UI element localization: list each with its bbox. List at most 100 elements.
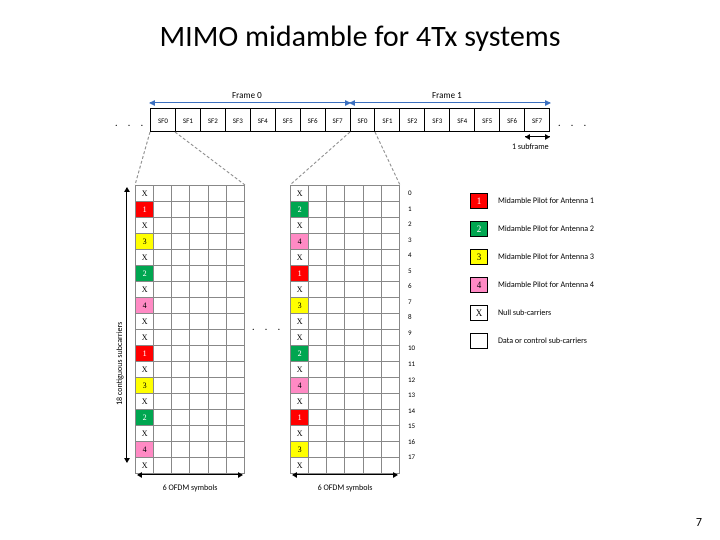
rb-cell: 1 bbox=[136, 202, 154, 218]
rb-cell bbox=[363, 410, 381, 426]
rb-cell bbox=[327, 234, 345, 250]
rb-cell bbox=[208, 202, 226, 218]
rb-cell bbox=[154, 346, 172, 362]
legend-row: 4Midamble Pilot for Antenna 4 bbox=[470, 276, 700, 294]
rb-cell bbox=[190, 266, 208, 282]
legend-label: Data or control sub-carriers bbox=[498, 336, 587, 346]
rb-cell bbox=[208, 314, 226, 330]
rb-cell bbox=[172, 218, 190, 234]
rb-cell bbox=[226, 362, 244, 378]
subframe-label: 1 subframe bbox=[512, 142, 549, 152]
row-index: 16 bbox=[408, 434, 430, 450]
row-index: 8 bbox=[408, 309, 430, 325]
legend-row: XNull sub-carriers bbox=[470, 304, 700, 322]
rb-cell: 2 bbox=[291, 346, 309, 362]
subframe-cell: SF0 bbox=[350, 108, 375, 132]
row-index: 6 bbox=[408, 278, 430, 294]
rb-cell bbox=[172, 410, 190, 426]
rb-cell bbox=[154, 442, 172, 458]
subframe-cell: SF1 bbox=[374, 108, 399, 132]
row-index: 7 bbox=[408, 294, 430, 310]
subframe-cell: SF6 bbox=[499, 108, 524, 132]
rb-cell bbox=[327, 202, 345, 218]
rb-cell bbox=[208, 298, 226, 314]
rb-cell bbox=[363, 202, 381, 218]
rb-cell: X bbox=[136, 186, 154, 202]
rb-cell bbox=[381, 234, 399, 250]
rb-cell bbox=[381, 378, 399, 394]
rb-cell bbox=[327, 410, 345, 426]
rb-cell bbox=[226, 186, 244, 202]
rb-cell bbox=[363, 218, 381, 234]
rb-cell bbox=[226, 266, 244, 282]
rb-cell: 3 bbox=[136, 234, 154, 250]
row-index: 4 bbox=[408, 247, 430, 263]
rb-cell bbox=[190, 202, 208, 218]
rb-xlabel-right: 6 OFDM symbols bbox=[290, 483, 400, 493]
rb-cell bbox=[226, 314, 244, 330]
rb-cell: X bbox=[291, 330, 309, 346]
subframe-cell: SF2 bbox=[399, 108, 424, 132]
rb-cell: X bbox=[291, 394, 309, 410]
rb-cell bbox=[363, 394, 381, 410]
rb-grid-left: X1X3X2X4XX1X3X2X4X 18 contiguous subcarr… bbox=[135, 185, 245, 465]
legend-row: 1Midamble Pilot for Antenna 1 bbox=[470, 192, 700, 210]
rb-cell bbox=[208, 442, 226, 458]
rb-cell: X bbox=[136, 330, 154, 346]
rb-cell bbox=[226, 426, 244, 442]
rb-cell bbox=[154, 234, 172, 250]
rb-cell bbox=[208, 218, 226, 234]
rb-cell bbox=[345, 266, 363, 282]
subframe-cell: SF7 bbox=[524, 108, 550, 132]
rb-cell bbox=[309, 410, 327, 426]
rb-cell: X bbox=[291, 218, 309, 234]
rb-cell bbox=[381, 282, 399, 298]
rb-cell bbox=[345, 394, 363, 410]
rb-cell bbox=[363, 234, 381, 250]
rb-cell bbox=[172, 346, 190, 362]
row-index: 17 bbox=[408, 449, 430, 465]
rb-cell: 2 bbox=[136, 266, 154, 282]
rb-cell bbox=[208, 234, 226, 250]
rb-cell: X bbox=[291, 426, 309, 442]
rb-cell: X bbox=[136, 282, 154, 298]
rb-cell bbox=[190, 234, 208, 250]
frame-strip: SF0SF1SF2SF3SF4SF5SF6SF7SF0SF1SF2SF3SF4S… bbox=[150, 108, 550, 132]
dots-right: . . . bbox=[558, 116, 590, 129]
rb-cell bbox=[309, 346, 327, 362]
rb-cell: 4 bbox=[291, 378, 309, 394]
legend-label: Midamble Pilot for Antenna 1 bbox=[498, 196, 594, 206]
row-index: 10 bbox=[408, 340, 430, 356]
rb-cell: 2 bbox=[291, 202, 309, 218]
page-number: 7 bbox=[696, 516, 702, 530]
rb-cell bbox=[327, 282, 345, 298]
rb-cell bbox=[309, 442, 327, 458]
rb-cell bbox=[154, 378, 172, 394]
rb-cell bbox=[154, 266, 172, 282]
rb-cell bbox=[327, 330, 345, 346]
rb-cell bbox=[154, 186, 172, 202]
legend-swatch: 2 bbox=[470, 221, 488, 237]
rb-cell bbox=[381, 410, 399, 426]
rb-cell: X bbox=[136, 250, 154, 266]
rb-cell bbox=[345, 442, 363, 458]
frame1-label: Frame 1 bbox=[432, 90, 462, 101]
rb-cell bbox=[345, 186, 363, 202]
rb-cell bbox=[208, 410, 226, 426]
rb-cell bbox=[327, 314, 345, 330]
rb-cell bbox=[363, 186, 381, 202]
rb-cell bbox=[309, 250, 327, 266]
rb-cell bbox=[327, 186, 345, 202]
rb-cell bbox=[363, 266, 381, 282]
rb-cell bbox=[190, 186, 208, 202]
rb-cell bbox=[190, 218, 208, 234]
rb-cell bbox=[190, 250, 208, 266]
subframe-brace bbox=[525, 136, 550, 137]
rb-cell bbox=[208, 266, 226, 282]
row-index: 15 bbox=[408, 418, 430, 434]
rb-cell bbox=[154, 330, 172, 346]
rb-cell bbox=[226, 442, 244, 458]
rb-cell bbox=[172, 266, 190, 282]
rb-cell bbox=[154, 426, 172, 442]
rb-cell bbox=[345, 378, 363, 394]
